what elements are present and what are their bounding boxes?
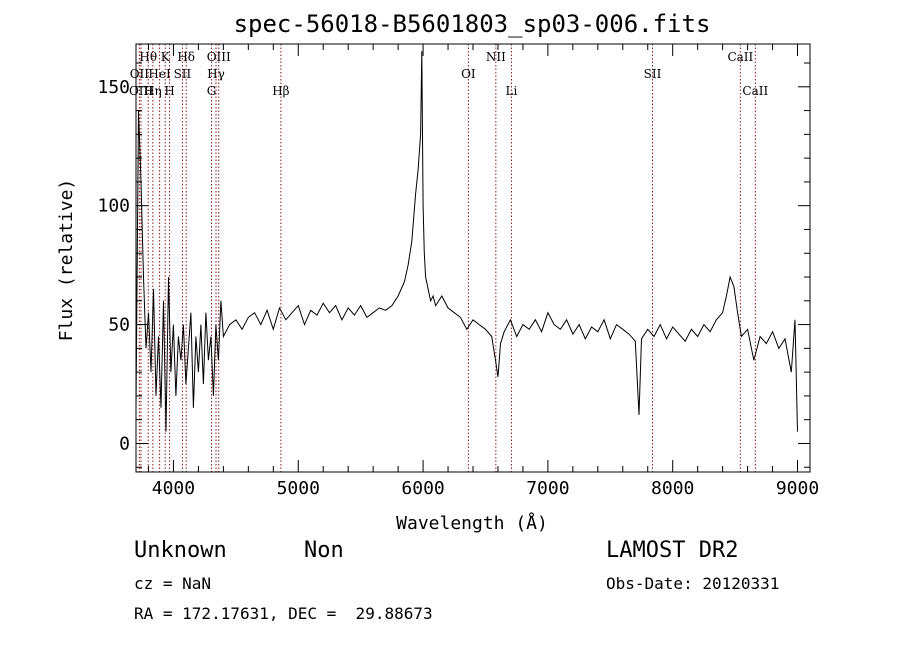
x-tick-label: 4000 (152, 478, 195, 499)
spectral-line-label: H (164, 84, 174, 98)
x-tick-label: 8000 (651, 478, 694, 499)
y-tick-label: 150 (97, 77, 130, 98)
axis-ticks (136, 44, 810, 472)
spectral-line-label: K (161, 50, 171, 64)
observation-date: Obs-Date: 20120331 (606, 574, 780, 593)
survey-name: LAMOST DR2 (606, 538, 739, 563)
spectral-line-label: OI (461, 67, 476, 81)
spectral-line-label: OII (130, 67, 150, 81)
x-tick-labels: 4000 5000 6000 7000 8000 9000 (152, 478, 819, 499)
spectral-line-label: G (207, 84, 217, 98)
y-tick-label: 50 (108, 315, 130, 336)
x-tick-label: 6000 (401, 478, 444, 499)
x-tick-label: 9000 (776, 478, 819, 499)
x-axis-label: Wavelength (Å) (396, 512, 548, 534)
x-tick-label: 7000 (526, 478, 569, 499)
plot-frame (135, 43, 811, 473)
redshift-cz: cz = NaN (134, 574, 212, 593)
spectral-line-label: NII (486, 50, 506, 64)
spectral-line-label: OIII (207, 50, 231, 64)
spectral-line-label: OIII (129, 84, 153, 98)
object-subclass: Non (304, 538, 344, 563)
spectral-line-label: Li (506, 84, 518, 98)
y-tick-label: 0 (119, 433, 130, 454)
spectral-line-markers (138, 44, 756, 472)
y-axis-label: Flux (relative) (56, 179, 77, 342)
spectral-line-label: Hβ (272, 84, 289, 98)
spectral-line-label: SII (174, 67, 192, 81)
chart-title: spec-56018-B5601803_sp03-006.fits (234, 10, 711, 38)
coordinates: RA = 172.17631, DEC = 29.88673 (134, 604, 433, 623)
x-tick-label: 5000 (277, 478, 320, 499)
spectrum-line (135, 51, 798, 432)
spectral-line-labels: OIIOIIIHθHηHeIKHSIIHδGHγOIIIHβOINIILiSII… (129, 50, 769, 98)
y-tick-label: 100 (97, 196, 130, 217)
spectral-line-label: CaII (742, 84, 768, 98)
spectral-line-label: SII (644, 67, 662, 81)
object-class: Unknown (134, 538, 227, 563)
spectral-line-label: Hη (144, 84, 162, 98)
spectral-line-label: Hθ (139, 50, 157, 64)
spectral-line-label: HeI (148, 67, 171, 81)
spectral-line-label: CaII (727, 50, 753, 64)
spectral-line-label: Hδ (177, 50, 195, 64)
spectral-line-label: Hγ (207, 67, 225, 81)
y-tick-labels: 0 50 100 150 (97, 77, 130, 455)
